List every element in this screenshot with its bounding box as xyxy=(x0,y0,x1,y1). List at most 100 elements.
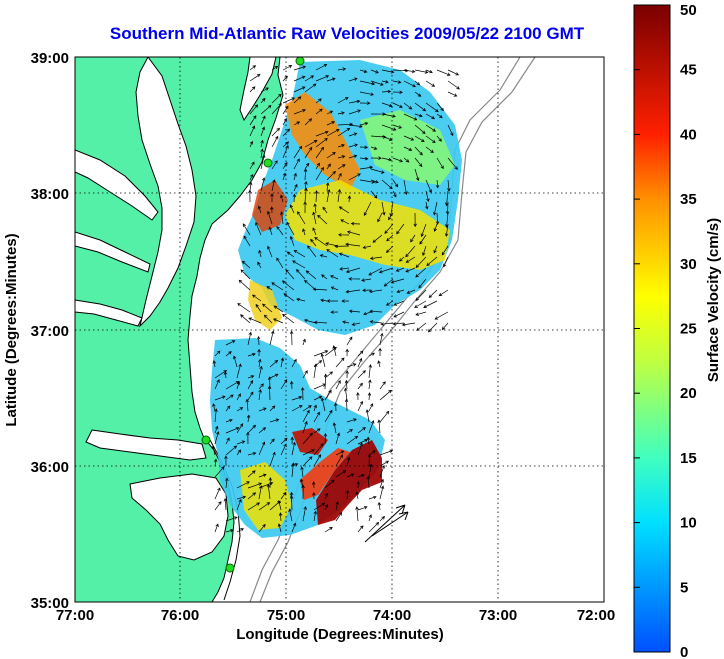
velocity-arrow xyxy=(236,498,242,511)
velocity-arrow xyxy=(433,201,438,216)
colorbar-tick-label: 10 xyxy=(680,515,697,532)
velocity-arrow xyxy=(292,193,297,203)
x-tick-label: 74:00 xyxy=(373,607,411,624)
velocity-arrow xyxy=(314,190,319,203)
velocity-arrow xyxy=(347,195,352,203)
velocity-arrow xyxy=(367,453,372,467)
velocity-arrow xyxy=(323,373,328,390)
velocity-arrow xyxy=(324,492,329,500)
velocity-arrow xyxy=(315,137,328,148)
velocity-arrow xyxy=(381,102,393,108)
colorbar-tick-label: 5 xyxy=(680,579,688,596)
velocity-arrow xyxy=(263,314,273,324)
velocity-arrow xyxy=(436,102,444,112)
velocity-arrow xyxy=(247,375,255,379)
velocity-arrow xyxy=(362,288,372,293)
velocity-arrow xyxy=(337,144,345,148)
velocity-arrow xyxy=(447,69,460,76)
velocity-arrow xyxy=(326,151,336,159)
velocity-arrow xyxy=(273,305,284,313)
velocity-arrow xyxy=(247,391,254,401)
velocity-arrow xyxy=(369,256,383,261)
velocity-arrow xyxy=(339,267,350,271)
velocity-jet-edge xyxy=(300,448,350,500)
velocity-arrow xyxy=(236,528,244,533)
velocity-arrow xyxy=(288,508,293,522)
velocity-arrow xyxy=(436,135,442,142)
velocity-arrow xyxy=(370,156,382,160)
velocity-arrow xyxy=(240,269,251,280)
velocity-arrow xyxy=(258,365,263,379)
velocity-arrow xyxy=(282,313,295,324)
colorbar-tick-label: 35 xyxy=(680,191,697,208)
velocity-arrow xyxy=(392,90,403,95)
velocity-arrow xyxy=(423,300,438,308)
velocity-arrow xyxy=(249,173,254,181)
velocity-arrow xyxy=(392,102,403,108)
velocity-arrow xyxy=(405,256,416,263)
velocity-arrow xyxy=(415,289,427,302)
velocity-arrow xyxy=(225,394,234,401)
velocity-arrow xyxy=(406,289,416,294)
velocity-arrow xyxy=(304,318,317,324)
velocity-arrow xyxy=(212,403,216,412)
velocity-arrow xyxy=(240,314,251,324)
velocity-arrow xyxy=(379,332,384,346)
rappahannock-river xyxy=(75,231,151,273)
plot-frame xyxy=(74,56,605,603)
velocity-arrow xyxy=(303,168,308,181)
velocity-arrow xyxy=(403,69,416,74)
velocity-arrow xyxy=(335,450,345,456)
velocity-arrow xyxy=(436,113,443,119)
velocity-arrow xyxy=(359,69,368,73)
velocity-arrow xyxy=(257,261,262,269)
velocity-arrow xyxy=(223,497,228,511)
velocity-arrow xyxy=(293,86,306,93)
velocity-arrow xyxy=(260,87,269,93)
velocity-arrow xyxy=(379,515,386,522)
velocity-arrow xyxy=(337,97,349,104)
velocity-arrow xyxy=(326,110,334,115)
velocity-arrow xyxy=(342,320,350,324)
velocity-arrow xyxy=(335,501,339,511)
velocity-arrow xyxy=(381,80,389,84)
velocity-arrow xyxy=(302,370,308,379)
velocity-arrow xyxy=(414,168,420,182)
velocity-arrow xyxy=(370,168,385,174)
velocity-arrow xyxy=(293,65,307,71)
velocity-arrow xyxy=(348,124,363,129)
velocity-arrow xyxy=(293,145,302,159)
velocity-arrow xyxy=(278,512,283,522)
velocity-arrow xyxy=(271,160,278,170)
velocity-arrow xyxy=(249,65,257,71)
velocity-arrow xyxy=(212,360,217,368)
velocity-arrow xyxy=(441,245,449,256)
velocity-red-cell xyxy=(292,428,328,455)
velocity-arrow xyxy=(290,436,294,445)
velocity-arrow xyxy=(313,502,326,511)
velocity-arrow xyxy=(271,127,281,137)
velocity-arrow xyxy=(268,477,273,489)
velocity-arrow xyxy=(368,289,383,294)
velocity-arrow xyxy=(447,91,458,97)
velocity-arrow xyxy=(368,463,373,478)
albemarle-sound xyxy=(85,429,207,461)
velocity-jet-gulfstream xyxy=(316,440,382,525)
velocity-arrow xyxy=(396,223,405,235)
velocity-arrow xyxy=(368,352,375,357)
velocity-arrow xyxy=(313,428,321,434)
velocity-arrow xyxy=(236,381,241,390)
velocity-arrow xyxy=(313,320,328,325)
velocity-arrow xyxy=(271,103,282,115)
velocity-arrow xyxy=(312,287,328,291)
velocity-arrow xyxy=(359,156,369,161)
velocity-arrow xyxy=(357,357,363,368)
velocity-arrow xyxy=(346,336,353,346)
velocity-arrow xyxy=(214,425,219,434)
velocity-band-central xyxy=(285,180,450,270)
velocity-arrow xyxy=(381,135,393,141)
y-axis-ticks: 39:00 38:00 37:00 36:00 35:00 xyxy=(31,50,69,612)
velocity-arrow xyxy=(280,194,284,203)
velocity-arrow xyxy=(293,250,306,258)
velocity-arrow xyxy=(359,179,376,184)
